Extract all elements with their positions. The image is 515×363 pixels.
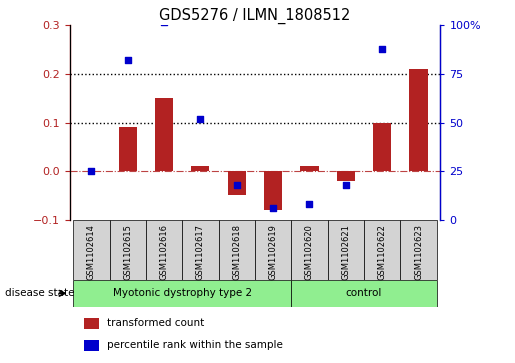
Point (124, 57, 132, 63)
Title: GDS5276 / ILMN_1808512: GDS5276 / ILMN_1808512 (159, 8, 351, 24)
Bar (409, 69, 427, 171)
Text: transformed count: transformed count (107, 318, 204, 328)
Bar (191, 166, 210, 171)
Bar (264, 171, 282, 210)
Bar (84, 318, 99, 329)
Point (269, 205, 277, 211)
Text: GSM1102623: GSM1102623 (414, 224, 423, 280)
Bar (84, 340, 99, 351)
FancyBboxPatch shape (110, 220, 146, 280)
FancyBboxPatch shape (291, 220, 328, 280)
Text: GSM1102618: GSM1102618 (232, 224, 241, 280)
Text: GSM1102620: GSM1102620 (305, 224, 314, 280)
Text: GSM1102615: GSM1102615 (123, 224, 132, 280)
FancyBboxPatch shape (73, 220, 110, 280)
Point (305, 201, 314, 207)
FancyBboxPatch shape (146, 220, 182, 280)
Point (233, 182, 241, 188)
Bar (373, 122, 391, 171)
FancyBboxPatch shape (218, 220, 255, 280)
FancyBboxPatch shape (291, 280, 437, 307)
FancyBboxPatch shape (255, 220, 291, 280)
Text: GSM1102619: GSM1102619 (269, 224, 278, 280)
Bar (155, 98, 173, 171)
Bar (300, 166, 319, 171)
Point (196, 116, 204, 122)
Bar (118, 127, 137, 171)
Text: GSM1102617: GSM1102617 (196, 224, 205, 280)
FancyBboxPatch shape (73, 280, 291, 307)
FancyBboxPatch shape (400, 220, 437, 280)
Point (378, 46, 386, 52)
Text: percentile rank within the sample: percentile rank within the sample (107, 340, 283, 350)
FancyBboxPatch shape (364, 220, 400, 280)
Text: GSM1102616: GSM1102616 (160, 224, 168, 280)
Text: control: control (346, 289, 382, 298)
Point (341, 182, 350, 188)
FancyBboxPatch shape (328, 220, 364, 280)
FancyBboxPatch shape (182, 220, 218, 280)
Text: GSM1102614: GSM1102614 (87, 224, 96, 280)
Text: Myotonic dystrophy type 2: Myotonic dystrophy type 2 (113, 289, 252, 298)
Bar (337, 171, 355, 181)
Point (415, 3, 423, 9)
Bar (228, 171, 246, 195)
Point (160, 19, 168, 24)
Text: GSM1102622: GSM1102622 (377, 224, 387, 280)
Text: GSM1102621: GSM1102621 (341, 224, 350, 280)
Point (87, 168, 95, 174)
Text: disease state: disease state (5, 288, 75, 298)
